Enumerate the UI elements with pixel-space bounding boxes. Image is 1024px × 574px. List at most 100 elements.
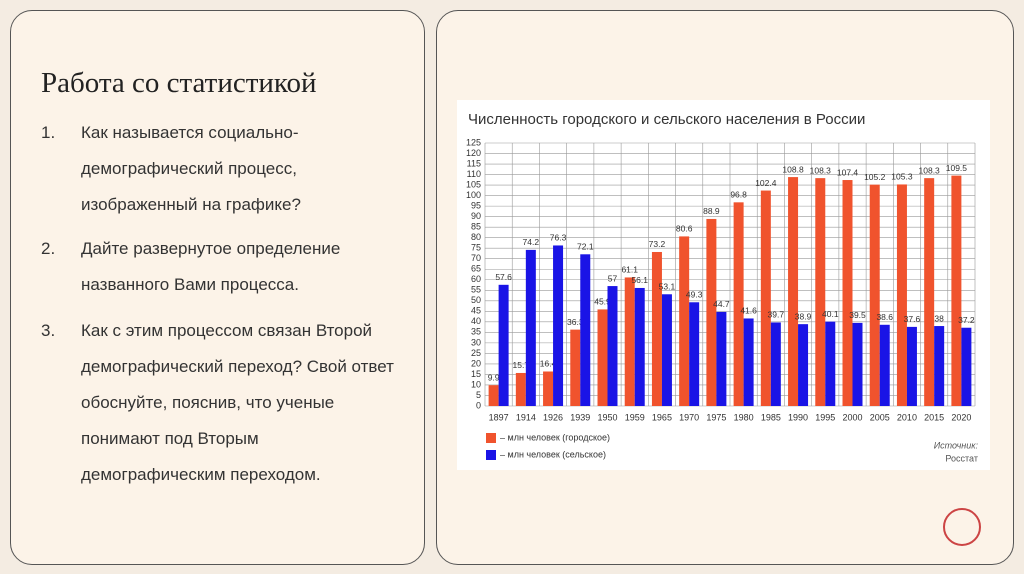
x-tick-label: 2020 xyxy=(951,412,971,422)
y-tick-label: 120 xyxy=(466,148,481,158)
bar xyxy=(798,324,809,406)
value-label: 45.9 xyxy=(594,297,611,307)
bar xyxy=(651,251,662,406)
y-tick-label: 85 xyxy=(471,222,481,232)
question-number: 1. xyxy=(41,123,56,142)
value-label: 56.1 xyxy=(631,275,648,285)
bar xyxy=(879,324,890,406)
bar xyxy=(624,277,635,406)
x-tick-label: 2010 xyxy=(897,412,917,422)
value-label: 108.3 xyxy=(810,165,832,175)
y-tick-label: 90 xyxy=(471,211,481,221)
question-text: Как называется социально-демографический… xyxy=(81,123,301,214)
bar xyxy=(951,175,962,406)
y-tick-label: 125 xyxy=(466,137,481,147)
logo xyxy=(943,508,981,546)
legend-swatch xyxy=(486,450,496,460)
value-label: 76.3 xyxy=(550,233,567,243)
bar xyxy=(525,249,536,406)
source: Росстат xyxy=(945,453,978,463)
y-tick-label: 65 xyxy=(471,264,481,274)
y-tick-label: 5 xyxy=(476,390,481,400)
bar xyxy=(634,287,645,406)
value-label: 80.6 xyxy=(676,224,693,234)
bar xyxy=(543,371,554,406)
value-label: 41.6 xyxy=(740,306,757,316)
y-tick-label: 35 xyxy=(471,327,481,337)
legend-swatch xyxy=(486,433,496,443)
value-label: 96.8 xyxy=(730,190,747,200)
slide-title: Работа со статистикой xyxy=(41,67,317,99)
y-tick-label: 50 xyxy=(471,295,481,305)
x-tick-label: 1980 xyxy=(734,412,754,422)
value-label: 44.7 xyxy=(713,299,730,309)
legend-entry: – млн человек (сельское) xyxy=(500,449,606,459)
bar xyxy=(679,236,690,406)
y-tick-label: 45 xyxy=(471,306,481,316)
bar xyxy=(488,385,499,406)
y-tick-label: 20 xyxy=(471,358,481,368)
bar xyxy=(869,184,880,406)
y-tick-label: 30 xyxy=(471,337,481,347)
value-label: 9.9 xyxy=(488,372,500,382)
value-label: 108.8 xyxy=(782,164,804,174)
x-tick-label: 1959 xyxy=(625,412,645,422)
value-label: 49.3 xyxy=(686,290,703,300)
value-label: 88.9 xyxy=(703,206,720,216)
value-label: 16.4 xyxy=(540,359,557,369)
chart-title: Численность городского и сельского насел… xyxy=(468,111,865,128)
value-label: 105.3 xyxy=(891,172,913,182)
legend-entry: – млн человек (городское) xyxy=(500,432,610,442)
question-text: Дайте развернутое определение названного… xyxy=(81,239,341,294)
bar xyxy=(842,180,853,406)
bar xyxy=(733,202,744,406)
bar xyxy=(852,322,863,406)
y-tick-label: 110 xyxy=(467,169,481,179)
y-tick-label: 70 xyxy=(471,253,481,263)
bar xyxy=(825,321,836,406)
y-tick-label: 10 xyxy=(471,379,481,389)
x-tick-label: 1939 xyxy=(570,412,590,422)
value-label: 40.1 xyxy=(822,309,839,319)
y-tick-label: 0 xyxy=(476,400,481,410)
bar xyxy=(743,318,754,406)
value-label: 102.4 xyxy=(755,178,777,188)
value-label: 15.7 xyxy=(513,360,530,370)
y-tick-label: 95 xyxy=(471,200,481,210)
value-label: 39.7 xyxy=(768,310,785,320)
value-label: 61.1 xyxy=(621,265,638,275)
y-tick-label: 100 xyxy=(466,190,481,200)
x-tick-label: 1995 xyxy=(815,412,835,422)
value-label: 38.6 xyxy=(876,312,893,322)
x-tick-label: 1975 xyxy=(706,412,726,422)
y-tick-label: 25 xyxy=(471,348,481,358)
value-label: 107.4 xyxy=(837,167,859,177)
value-label: 36.3 xyxy=(567,317,584,327)
y-tick-label: 60 xyxy=(471,274,481,284)
x-tick-label: 2005 xyxy=(870,412,890,422)
value-label: 37.2 xyxy=(958,315,975,325)
x-tick-label: 1914 xyxy=(516,412,536,422)
value-label: 73.2 xyxy=(649,239,666,249)
value-label: 72.1 xyxy=(577,242,594,252)
value-label: 105.2 xyxy=(864,172,886,182)
bar xyxy=(570,329,581,406)
value-label: 53.1 xyxy=(659,282,676,292)
bar xyxy=(661,294,672,406)
y-tick-label: 80 xyxy=(471,232,481,242)
bar xyxy=(934,326,945,406)
text-panel: Работа со статистикой 1. Как называется с… xyxy=(10,10,425,565)
y-tick-label: 115 xyxy=(467,158,481,168)
bar xyxy=(580,254,591,406)
x-tick-label: 2000 xyxy=(842,412,862,422)
x-tick-label: 2015 xyxy=(924,412,944,422)
value-label: 37.6 xyxy=(904,314,921,324)
bar xyxy=(896,184,907,406)
x-tick-label: 1950 xyxy=(597,412,617,422)
value-label: 39.5 xyxy=(849,310,866,320)
bar xyxy=(706,218,717,406)
bar xyxy=(961,327,972,406)
